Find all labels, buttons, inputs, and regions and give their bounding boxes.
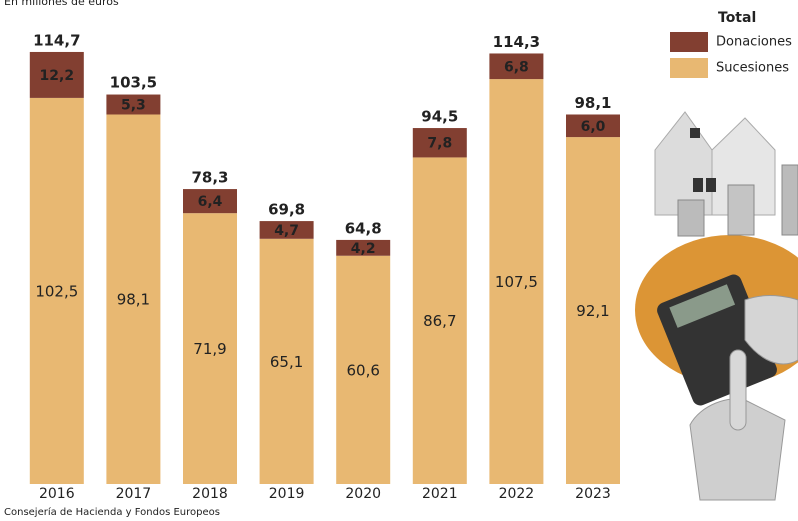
legend-label: Donaciones — [716, 35, 792, 50]
value-label: 7,8 — [427, 136, 452, 152]
x-tick-label: 2019 — [269, 486, 305, 502]
x-tick-label: 2018 — [192, 486, 228, 502]
x-tick-label: 2023 — [575, 486, 611, 502]
x-tick-label: 2017 — [116, 486, 152, 502]
illustration — [635, 112, 798, 500]
total-label: 98,1 — [574, 94, 611, 112]
legend-swatch — [670, 58, 708, 78]
value-label: 71,9 — [193, 340, 226, 358]
x-tick-label: 2022 — [499, 486, 535, 502]
value-label: 12,2 — [40, 68, 75, 84]
value-label: 4,2 — [351, 241, 376, 257]
value-label: 60,6 — [346, 361, 379, 379]
chart: En millones de euros Consejería de Hacie… — [0, 0, 798, 521]
total-label: 94,5 — [421, 108, 458, 126]
value-label: 6,4 — [198, 194, 223, 210]
value-label: 102,5 — [35, 282, 78, 300]
total-label: 69,8 — [268, 201, 305, 219]
chart-subtitle: En millones de euros — [4, 0, 119, 8]
total-label: 78,3 — [191, 169, 228, 187]
total-label: 103,5 — [110, 74, 157, 92]
legend-swatch — [670, 32, 708, 52]
source-note: Consejería de Hacienda y Fondos Europeos — [4, 506, 220, 518]
value-label: 86,7 — [423, 312, 456, 330]
legend-label: Sucesiones — [716, 61, 789, 76]
value-label: 5,3 — [121, 98, 146, 114]
x-tick-label: 2016 — [39, 486, 75, 502]
value-label: 6,8 — [504, 59, 529, 75]
x-tick-label: 2020 — [345, 486, 381, 502]
value-label: 107,5 — [495, 273, 538, 291]
value-label: 4,7 — [274, 223, 299, 239]
total-label: 114,7 — [33, 31, 80, 49]
total-label: 114,3 — [493, 33, 540, 51]
x-tick-label: 2021 — [422, 486, 458, 502]
value-label: 98,1 — [117, 291, 150, 309]
legend-title: Total — [718, 10, 756, 26]
value-label: 65,1 — [270, 353, 303, 371]
value-label: 92,1 — [576, 302, 609, 320]
total-label: 64,8 — [345, 219, 382, 237]
value-label: 6,0 — [581, 119, 606, 135]
